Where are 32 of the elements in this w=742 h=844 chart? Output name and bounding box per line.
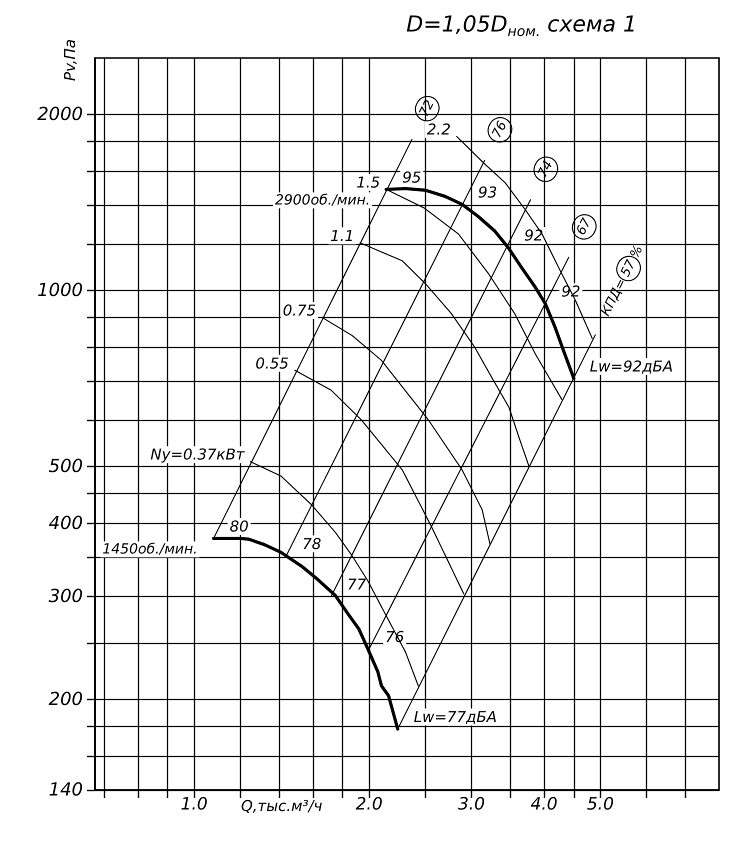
y-tick-label: 2000 [37, 104, 83, 126]
annotation: 78 [302, 534, 322, 553]
annotation: 93 [478, 183, 498, 202]
series-label: 1.1 [330, 226, 354, 245]
x-tick-label: 1.0 [180, 794, 208, 814]
annotation: Lw=77дБА [414, 708, 497, 726]
text: 67 [574, 215, 596, 238]
x-axis-title: Q,тыс.м³/ч [240, 797, 323, 815]
series-label: 1450об./мин. [102, 541, 198, 558]
annotation: Lw=92дБА [590, 357, 673, 376]
y-tick-label: 1000 [37, 280, 83, 302]
x-tick-label: 5.0 [586, 794, 614, 814]
y-axis-title: Pv,Па [61, 39, 79, 81]
series-label: Ny=0.37кВт [150, 446, 246, 464]
series-label: 2900об./мин. [274, 192, 370, 208]
legend-label: 2.2 [426, 120, 451, 139]
y-tick-label: 200 [48, 688, 83, 710]
annotation: 92 [524, 226, 544, 245]
text: 76 [490, 119, 510, 141]
y-tick-label: 140 [48, 780, 83, 800]
x-tick-label: 3.0 [458, 794, 485, 814]
x-tick-label: 4.0 [530, 794, 558, 814]
y-tick-label: 400 [48, 512, 83, 534]
y-tick-label: 300 [48, 586, 83, 607]
annotation: 77 [347, 575, 367, 594]
series-label: 0.75 [282, 301, 316, 320]
y-tick-label: 500 [48, 456, 83, 478]
x-tick-label: 2.0 [356, 794, 383, 814]
annotation: 95 [402, 168, 422, 186]
annotation: 80 [230, 517, 249, 536]
series-label: 1.5 [356, 173, 380, 192]
series-label: 0.55 [255, 354, 289, 372]
